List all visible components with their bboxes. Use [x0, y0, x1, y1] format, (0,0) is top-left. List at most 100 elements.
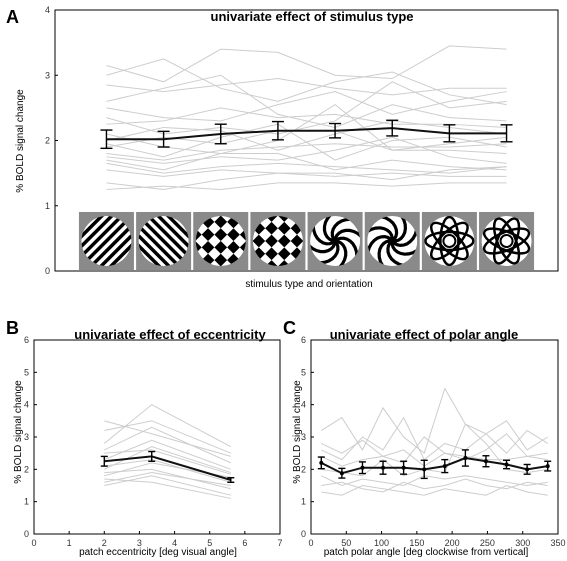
stimulus-icon-checkerboard-plaid-a [195, 216, 246, 266]
icon-check [195, 241, 202, 254]
icon-spiral-arm [367, 234, 394, 258]
icon-stripe [81, 216, 132, 266]
subject-line [321, 387, 548, 455]
x-tick-label: 2 [102, 538, 107, 548]
icon-check [277, 260, 291, 266]
subject-line [104, 446, 231, 474]
icon-check [239, 228, 246, 242]
panel-b-mean-series [100, 450, 235, 483]
panel-b-axes: 0 1 2 3 4 5 6 0 1 2 3 4 5 6 7 [24, 335, 283, 548]
y-tick-label: 2 [45, 136, 50, 146]
panel-b-ylabel: % BOLD signal change [13, 380, 24, 484]
y-tick-label: 0 [301, 529, 306, 539]
icon-spiral-arm [377, 239, 393, 266]
icon-stripe [139, 216, 189, 266]
y-tick-label: 3 [45, 70, 50, 80]
icon-petal [424, 230, 475, 252]
icon-center [499, 234, 514, 248]
icon-stripe [138, 216, 189, 266]
icon-spiral-arm [386, 239, 410, 266]
icon-check [277, 216, 291, 222]
icon-check [214, 241, 228, 254]
subject-line [106, 74, 507, 128]
icon-spiral-arm [330, 217, 357, 243]
subject-line [321, 433, 548, 464]
panel-a-xlabel: stimulus type and orientation [245, 279, 372, 290]
stimulus-icon-strip [78, 212, 535, 270]
panel-a-ylabel: % BOLD signal change [15, 89, 26, 193]
icon-petal [430, 221, 469, 261]
x-tick-label: 5 [207, 538, 212, 548]
x-tick-label: 150 [409, 538, 424, 548]
subject-line [321, 484, 548, 496]
icon-check [277, 221, 291, 235]
subject-line [321, 449, 548, 467]
icon-stripe [81, 216, 122, 256]
icon-check [195, 228, 202, 242]
subject-line [104, 478, 231, 499]
icon-check [277, 234, 291, 248]
panel-a-axes: 0 1 2 3 4 [45, 5, 559, 276]
mean-point [381, 465, 386, 470]
x-tick-label: 7 [277, 538, 282, 548]
stimulus-icon-spiral-a [310, 216, 361, 266]
icon-petal [492, 217, 521, 265]
subject-line [106, 45, 507, 83]
panel-b-title: univariate effect of eccentricity [74, 327, 266, 342]
subject-line [106, 182, 507, 190]
subject-line [106, 153, 507, 171]
mean-point [422, 467, 427, 472]
x-tick-label: 250 [480, 538, 495, 548]
icon-check [265, 234, 278, 248]
icon-check [214, 228, 228, 242]
subject-line [106, 143, 507, 161]
x-tick-label: 0 [308, 538, 313, 548]
subject-line [104, 468, 231, 490]
panel-b-subject-lines [103, 404, 232, 499]
icon-stripe [138, 216, 189, 266]
icon-check [290, 234, 303, 248]
icon-check [227, 241, 240, 254]
icon-petal [482, 227, 531, 255]
y-tick-label: 4 [301, 400, 306, 410]
y-tick-label: 6 [301, 335, 306, 345]
panel-b-xlabel: patch eccentricity [deg visual angle] [79, 547, 237, 558]
panel-c-axes: 0 1 2 3 4 5 6 0 50 100 150 200 250 300 350 [301, 335, 566, 548]
subject-line [106, 136, 507, 164]
y-tick-label: 2 [24, 464, 29, 474]
subject-line [106, 123, 507, 161]
subject-line [104, 472, 231, 486]
mean-point [525, 467, 530, 472]
y-tick-label: 1 [24, 497, 29, 507]
panel-c-xlabel: patch polar angle [deg clockwise from ve… [324, 547, 529, 558]
subject-line [321, 475, 548, 487]
panel-a-title: univariate effect of stimulus type [211, 9, 414, 24]
icon-spiral-arm [334, 239, 348, 266]
mean-point [339, 471, 344, 476]
y-tick-label: 6 [24, 335, 29, 345]
subject-line [321, 416, 548, 461]
icon-spiral-arm [322, 216, 337, 243]
x-tick-label: 50 [341, 538, 351, 548]
icon-spiral-arm [310, 239, 337, 254]
y-tick-label: 0 [24, 529, 29, 539]
panel-c-label: C [283, 318, 296, 338]
subject-line [321, 423, 548, 477]
subject-line [106, 166, 507, 190]
icon-petal [492, 217, 521, 265]
subject-line [106, 162, 507, 174]
subject-line [106, 107, 507, 128]
icon-spiral-arm [311, 219, 340, 246]
y-tick-label: 1 [301, 497, 306, 507]
plot-frame [33, 339, 281, 535]
icon-stripe [138, 226, 179, 266]
icon-check [201, 241, 215, 254]
x-tick-label: 100 [374, 538, 389, 548]
icon-stripe [148, 216, 189, 256]
icon-spiral-arm [390, 239, 418, 256]
icon-check [201, 228, 215, 242]
icon-check [214, 216, 228, 229]
x-tick-label: 4 [172, 538, 177, 548]
icon-check [252, 234, 266, 248]
icon-disc [424, 216, 475, 266]
